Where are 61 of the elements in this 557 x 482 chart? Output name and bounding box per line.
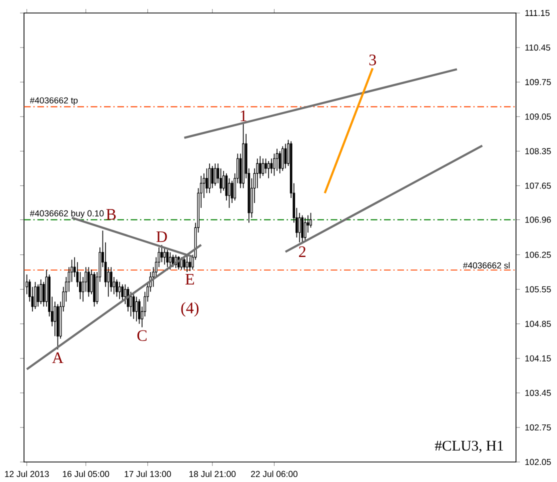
annotation: (4) [181, 302, 198, 317]
annotation: A [52, 352, 64, 363]
candlestick [121, 284, 124, 302]
y-tick-label: 104.15 [525, 355, 551, 362]
annotation: E [185, 274, 194, 284]
y-tick-label: 107.65 [525, 182, 551, 189]
candlestick [138, 298, 140, 324]
x-tick-label: 12 Jul 2013 [5, 470, 49, 478]
candlestick [304, 217, 306, 240]
y-tick-label: 106.96 [525, 216, 551, 223]
candlestick [110, 266, 112, 292]
candlestick [163, 246, 166, 266]
y-tick-label: 102.05 [525, 458, 551, 466]
candlestick [281, 146, 284, 172]
x-tick-label: 17 Jul 13:00 [124, 470, 171, 478]
candlestick [160, 244, 163, 263]
y-tick-label: 105.55 [525, 286, 551, 292]
annotation: 3 [369, 54, 376, 66]
annotation: C [137, 330, 147, 341]
y-tick-label: 109.75 [525, 79, 551, 86]
candlestick [228, 178, 230, 208]
ref-line-label: #4036662 tp [30, 97, 78, 106]
candlestick [40, 279, 42, 305]
candlestick [188, 256, 192, 272]
annotation: 1 [240, 110, 246, 122]
candlestick [214, 163, 216, 186]
x-tick-label: 16 Jul 05:00 [62, 470, 110, 478]
x-tick-label: 18 Jul 21:00 [189, 470, 236, 478]
candlestick [278, 150, 282, 174]
candlestick [34, 282, 36, 310]
y-tick-label: 111.15 [525, 10, 550, 16]
candlestick [118, 282, 121, 300]
ref-line-label: #4036662 sl [462, 262, 510, 268]
candlestick [116, 279, 118, 298]
y-tick-label: 104.85 [525, 320, 551, 327]
y-tick-label: 108.35 [525, 148, 551, 154]
candlestick [166, 249, 169, 268]
annotation: B [106, 209, 116, 220]
y-tick-label: 103.45 [525, 390, 551, 396]
annotation: D [156, 231, 167, 242]
ref-line-label: #4036662 buy 0.10 [30, 210, 104, 218]
x-tick-label: 22 Jul 06:00 [251, 470, 298, 478]
annotation: 2 [299, 246, 306, 257]
candlestick [183, 256, 186, 270]
candlestick [310, 212, 312, 228]
y-tick-label: 102.75 [525, 424, 551, 431]
candlestick [169, 252, 172, 270]
y-tick-label: 106.25 [525, 252, 551, 258]
candlestick [267, 160, 270, 179]
candlestick [211, 166, 214, 189]
candlestick [270, 158, 273, 174]
candlestick [301, 214, 304, 244]
text: #CLU3, H1 [434, 440, 504, 453]
candlestick [130, 291, 132, 317]
y-tick-label: 109.05 [525, 114, 551, 120]
candlestick [124, 284, 126, 305]
candlestick [132, 294, 135, 320]
candlestick [258, 156, 262, 179]
candlestick [264, 158, 267, 174]
y-tick-label: 110.45 [525, 44, 550, 51]
candlestick [87, 266, 90, 298]
